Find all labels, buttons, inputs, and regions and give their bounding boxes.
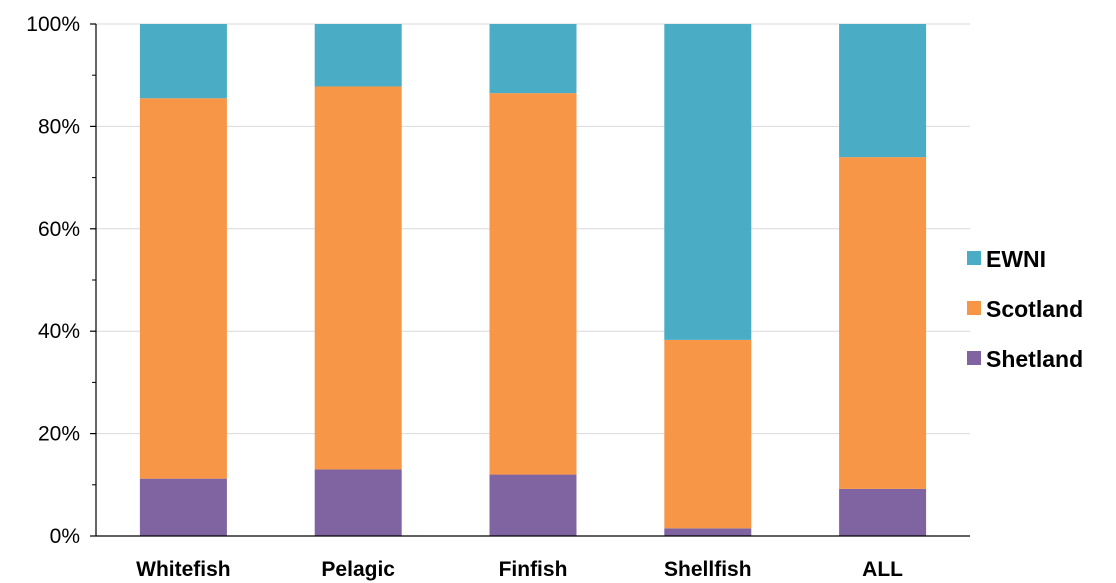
bar-segment-shetland [489,474,577,536]
legend-label-scotland: Scotland [986,296,1083,322]
legend-label-shetland: Shetland [986,346,1083,372]
x-tick-label: Finfish [499,558,568,581]
bar-segment-scotland [664,339,752,529]
bar-segment-ewni [139,24,227,99]
bar-segment-ewni [489,24,577,94]
bar-segment-scotland [139,98,227,479]
axes: 0% 20% 40% 60% 80% 100% Whitefish Pelagic Finfis… [26,13,970,581]
bar-segment-ewni [664,24,752,340]
bar-segment-ewni [839,24,927,158]
bar-segment-scotland [489,93,577,475]
y-tick-label: 0% [50,525,80,548]
y-tick-label: 100% [26,13,80,36]
bar-segment-shetland [314,469,402,536]
bar-segment-ewni [314,24,402,87]
y-tick-label: 80% [38,115,80,138]
legend-swatch-scotland [967,301,981,315]
legend-swatch-shetland [967,351,981,365]
bar-segment-scotland [314,86,402,470]
legend: EWNI Scotland Shetland [967,246,1083,372]
legend-label-ewni: EWNI [986,246,1046,272]
bar-segment-shetland [664,528,752,536]
legend-swatch-ewni [967,251,981,265]
y-tick-label: 20% [38,423,80,446]
y-tick-label: 60% [38,218,80,241]
bar-segment-scotland [839,157,927,489]
x-tick-label: Shellfish [664,558,752,581]
x-tick-label: Pelagic [321,558,395,581]
bar-segment-shetland [139,478,227,536]
x-tick-label: ALL [862,558,903,581]
bar-segment-shetland [839,488,927,536]
x-tick-label: Whitefish [136,558,231,581]
bars [139,24,927,536]
y-tick-label: 40% [38,320,80,343]
